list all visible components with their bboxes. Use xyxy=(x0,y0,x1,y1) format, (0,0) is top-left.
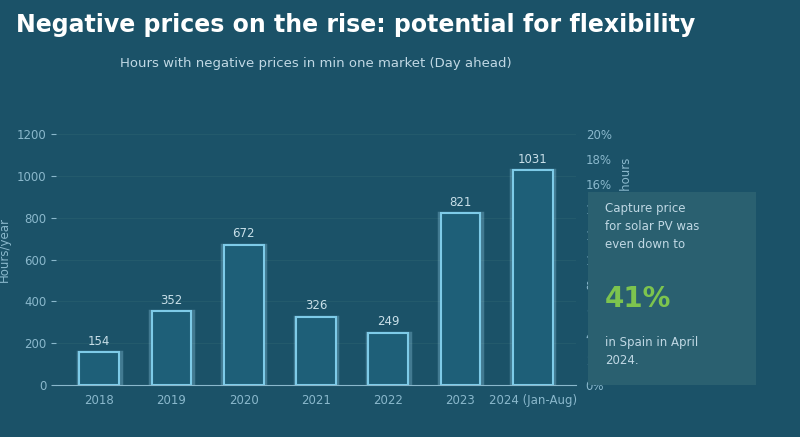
Text: 249: 249 xyxy=(377,316,399,329)
Y-axis label: Hours/year: Hours/year xyxy=(0,217,11,281)
Text: Hours with negative prices in min one market (Day ahead): Hours with negative prices in min one ma… xyxy=(120,57,512,70)
Bar xyxy=(79,353,119,385)
Text: 352: 352 xyxy=(161,294,182,307)
Bar xyxy=(368,333,408,385)
Bar xyxy=(511,170,554,385)
Text: in Spain in April
2024.: in Spain in April 2024. xyxy=(605,336,698,368)
Bar xyxy=(294,317,338,385)
Text: 1031: 1031 xyxy=(518,153,547,166)
Text: 821: 821 xyxy=(450,196,472,209)
Text: 41%: 41% xyxy=(605,284,671,312)
Bar xyxy=(441,213,480,385)
Bar xyxy=(152,311,191,385)
Bar xyxy=(367,333,410,385)
Text: 154: 154 xyxy=(88,335,110,348)
Bar xyxy=(224,245,264,385)
Bar xyxy=(296,317,336,385)
Bar xyxy=(150,311,193,385)
Text: 672: 672 xyxy=(233,227,255,240)
Bar xyxy=(78,353,121,385)
Bar xyxy=(222,245,265,385)
Bar xyxy=(439,213,482,385)
Text: Capture price
for solar PV was
even down to: Capture price for solar PV was even down… xyxy=(605,202,699,251)
Bar xyxy=(513,170,553,385)
Text: Negative prices on the rise: potential for flexibility: Negative prices on the rise: potential f… xyxy=(16,13,695,37)
Text: 326: 326 xyxy=(305,299,327,312)
Y-axis label: % of the total number of hours: % of the total number of hours xyxy=(620,158,633,340)
